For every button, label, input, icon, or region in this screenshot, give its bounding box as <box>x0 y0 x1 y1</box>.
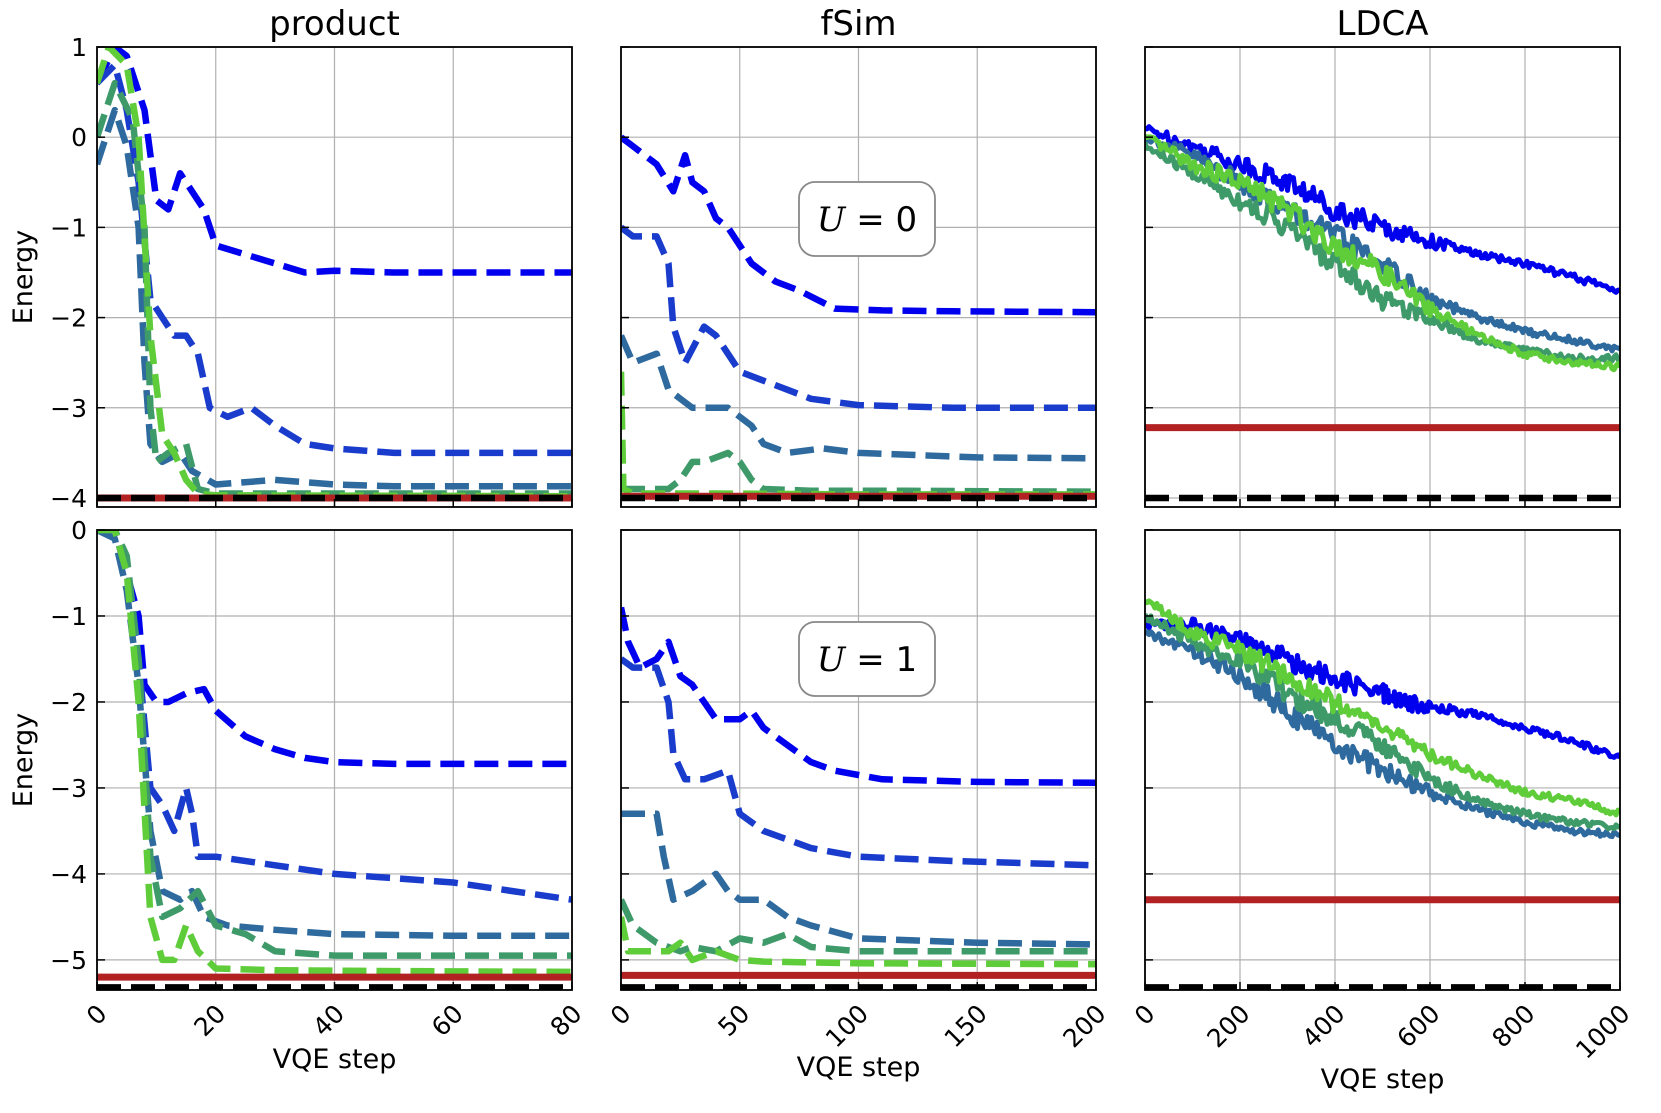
grid <box>96 529 573 990</box>
grid <box>620 46 1097 507</box>
series-line-0 <box>1145 124 1620 295</box>
x-tick-label: 40 <box>307 999 350 1042</box>
series-group <box>97 530 572 990</box>
panel-title: product <box>269 4 400 44</box>
x-axis-label: VQE step <box>273 1044 397 1075</box>
series-line-2 <box>1145 613 1620 832</box>
grid <box>1144 529 1621 990</box>
annotation-text: U = 0 <box>817 200 917 240</box>
y-tick-label: 0 <box>71 123 87 152</box>
series-line-3 <box>1145 133 1620 373</box>
series-line-3 <box>621 449 1096 495</box>
series-group <box>621 134 1096 502</box>
x-tick-label: 600 <box>1391 999 1445 1053</box>
y-tick-label: −4 <box>50 860 87 889</box>
y-tick-label: −3 <box>50 774 87 803</box>
y-tick-label: −1 <box>50 213 87 242</box>
x-tick-label: 150 <box>939 999 993 1053</box>
annotation-box: U = 1 <box>798 621 936 697</box>
series-line-0 <box>621 134 1096 316</box>
series-line-1 <box>621 224 1096 412</box>
panel-bottom-right: 0 200 400 600 800 1000 VQE step <box>1129 529 1636 1095</box>
panel-top-middle: fSim U = 0 <box>620 4 1097 508</box>
annotation-box: U = 0 <box>798 181 936 257</box>
grid <box>96 46 573 507</box>
x-tick-label: 200 <box>1201 999 1255 1053</box>
series-line-3 <box>1145 598 1620 818</box>
x-tick-label: 0 <box>81 999 113 1031</box>
series-line-2 <box>97 530 572 940</box>
x-tick-label: 200 <box>1057 999 1111 1053</box>
series-line-0 <box>1145 616 1620 760</box>
y-tick-label: −3 <box>50 394 87 423</box>
y-tick-label: −2 <box>50 304 87 333</box>
y-tick-label: −2 <box>50 688 87 717</box>
y-tick-label: −1 <box>50 602 87 631</box>
series-line-2 <box>1145 141 1620 364</box>
x-tick-label: 60 <box>426 999 469 1042</box>
panel-top-right: LDCA <box>1144 4 1621 508</box>
series-group <box>1145 598 1620 990</box>
series-line-2 <box>621 334 1096 462</box>
series-line-2 <box>97 106 572 490</box>
panel-bottom-left: 0 −1 −2 −3 −4 −5 0 20 40 60 80 VQE step Energy <box>8 516 588 1075</box>
series-line-2 <box>621 810 1096 948</box>
series-line-0 <box>97 47 572 276</box>
x-tick-label: 1000 <box>1570 999 1635 1064</box>
x-tick-label: 20 <box>188 999 231 1042</box>
series-group <box>97 47 572 502</box>
series-line-4 <box>97 47 572 500</box>
panel-bottom-middle: 0 50 100 150 200 VQE step U = 1 <box>605 529 1112 1083</box>
x-tick-label: 800 <box>1486 999 1540 1053</box>
y-tick-label: −4 <box>50 484 87 513</box>
panel-title: LDCA <box>1336 4 1428 44</box>
y-axis-label: Energy <box>8 230 39 325</box>
y-tick-label: −5 <box>50 946 87 975</box>
grid <box>620 529 1097 990</box>
plot-frame <box>1144 46 1621 508</box>
series-line-4 <box>621 916 1096 968</box>
series-group <box>621 606 1096 990</box>
y-tick-label: 0 <box>71 516 87 545</box>
series-group <box>1145 124 1620 502</box>
y-axis-label: Energy <box>8 713 39 808</box>
x-tick-label: 50 <box>712 999 755 1042</box>
plot-frame <box>1144 529 1621 991</box>
x-axis-label: VQE step <box>1321 1064 1445 1095</box>
y-tick-label: 1 <box>71 33 87 62</box>
x-axis-label: VQE step <box>797 1052 921 1083</box>
annotation-text: U = 1 <box>817 640 917 680</box>
x-tick-label: 80 <box>545 999 588 1042</box>
panel-top-left: 1 0 −1 −2 −3 −4 product Energy <box>8 4 573 513</box>
x-tick-label: 400 <box>1296 999 1350 1053</box>
series-line-3 <box>621 898 1096 955</box>
series-line-4 <box>97 530 572 976</box>
series-line-0 <box>621 606 1096 787</box>
panel-title: fSim <box>820 4 896 44</box>
x-tick-label: 0 <box>605 999 637 1031</box>
x-tick-label: 100 <box>820 999 874 1053</box>
x-tick-label: 0 <box>1129 999 1161 1031</box>
series-line-1 <box>621 656 1096 869</box>
